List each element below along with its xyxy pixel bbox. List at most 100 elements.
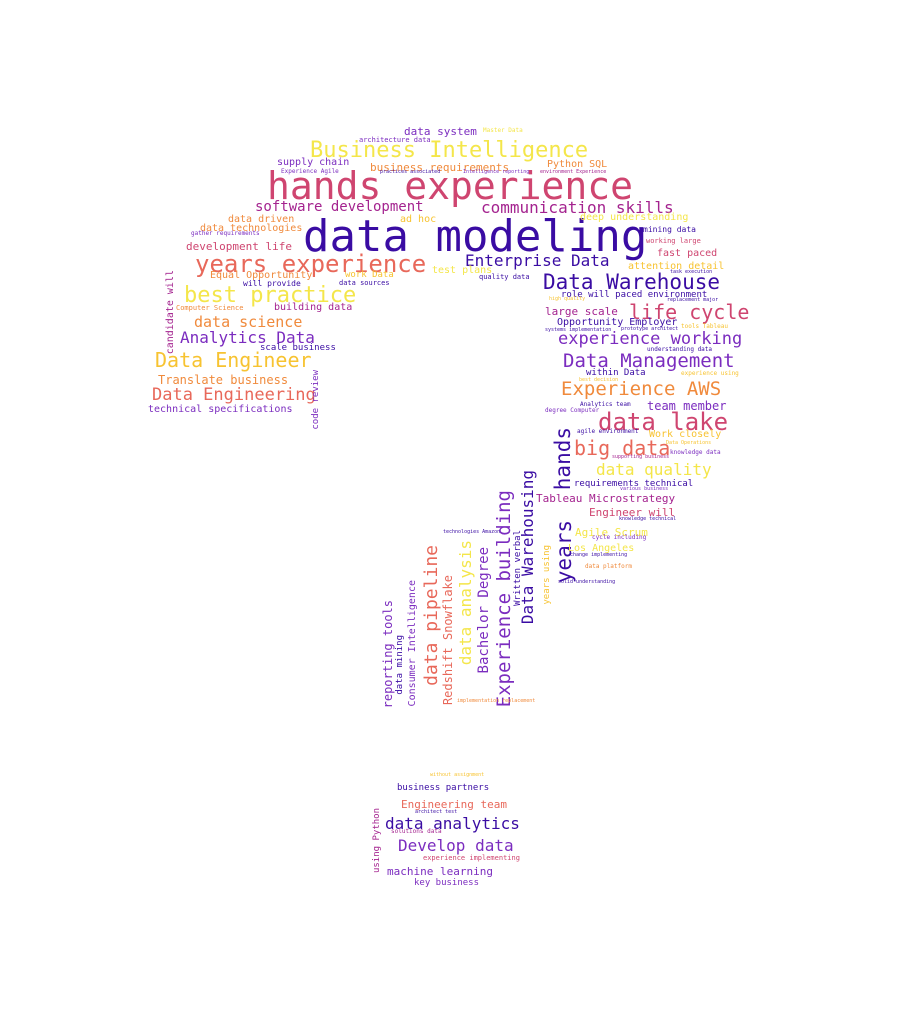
word-data-operations: Data Operations [666, 440, 712, 446]
word-hands: hands [551, 427, 575, 491]
word-data-mining: data mining [395, 635, 405, 695]
word-experience-using: experience using [681, 370, 739, 377]
word-solid-understanding: solid understanding [558, 579, 616, 585]
word-data-analysis: data analysis [456, 540, 475, 666]
word-code-review: code review [311, 370, 321, 430]
word-data-modeling: data modeling [303, 211, 648, 262]
word-team-member: team member [647, 399, 727, 413]
word-communication-skills: communication skills [481, 198, 674, 217]
word-data-analytics: data analytics [385, 814, 520, 833]
word-replacement-major: replacement major [667, 297, 719, 303]
word-key-business: key business [414, 878, 480, 888]
word-data-lake: data lake [598, 408, 729, 436]
word-implementation-replacement: implementation replacement [457, 698, 536, 704]
word-attention-detail: attention detail [628, 261, 725, 272]
word-tools-tableau: tools Tableau [681, 323, 728, 330]
word-knowledge-technical: knowledge technical [619, 516, 677, 522]
word-ad-hoc: ad hoc [400, 214, 437, 225]
word-machine-learning: machine learning [387, 865, 493, 878]
word-enterprise-data: Enterprise Data [465, 251, 610, 270]
word-data-sources: data sources [339, 279, 390, 287]
word-work-closely: Work closely [649, 429, 722, 440]
word-quality-data: quality data [479, 273, 530, 281]
word-scale-business: scale business [260, 343, 336, 353]
word-opportunity-employer: Opportunity Employer [557, 317, 678, 328]
word-without-assignment: without assignment [430, 772, 485, 778]
word-experience-agile: Experience Agile [281, 168, 339, 175]
word-development-life: development life [186, 240, 292, 253]
word-data-engineering: Data Engineering [152, 385, 316, 405]
word-reporting-tools: reporting tools [381, 600, 395, 709]
word-data-platform: data platform [585, 563, 632, 570]
word-best-practice: best practice [184, 283, 357, 308]
word-degree-computer: degree Computer [545, 407, 600, 414]
word-using-python: using Python [372, 808, 382, 874]
word-gather-requirements: gather requirements [191, 230, 260, 237]
word-role-will-paced-environment: role will paced environment [561, 290, 708, 300]
word-business-partners: business partners [397, 783, 490, 793]
word-data-technologies: data technologies [200, 223, 303, 234]
word-translate-business: Translate business [158, 373, 289, 387]
word-supply-chain: supply chain [277, 157, 350, 168]
word-experience-implementing: experience implementing [423, 854, 520, 862]
word-supporting-business: supporting business [612, 454, 670, 460]
word-develop-data: Develop data [398, 836, 514, 855]
word-equal-opportunity: Equal Opportunity [210, 270, 313, 281]
word-big-data: big data [574, 436, 671, 460]
word-years-using: years using [542, 545, 552, 605]
word-master-data: Master Data [483, 127, 523, 134]
word-systems-implementation: systems implementation [545, 327, 612, 333]
word-data-quality: data quality [596, 460, 712, 479]
word-test-plans: test plans [432, 265, 493, 276]
word-data-management: Data Management [563, 350, 735, 372]
word-python-sql: Python SQL [547, 159, 608, 170]
word-understanding-data: understanding data [647, 346, 713, 353]
word-environment-experience: environment Experience [540, 169, 607, 175]
word-engineering-team: Engineering team [401, 798, 507, 811]
word-experience-working: experience working [558, 329, 743, 349]
word-data-science: data science [194, 313, 303, 331]
word-solutions-data: solutions data [391, 828, 442, 835]
word-task-execution: task execution [670, 269, 713, 275]
word-practices-associated: practices associated [380, 169, 441, 175]
word-agile-environment: agile environment [577, 428, 639, 435]
word-will-provide: will provide [243, 279, 301, 288]
word-data-system: data system [404, 125, 477, 138]
word-tableau-microstrategy: Tableau Microstrategy [536, 492, 676, 505]
word-within-data: within Data [586, 368, 646, 378]
word-technical-specifications: technical specifications [148, 404, 293, 415]
word-hands-experience: hands experience [267, 164, 634, 208]
word-large-scale: large scale [545, 305, 618, 318]
word-deep-understanding: deep understanding [580, 212, 689, 223]
word-software-development: software development [255, 199, 424, 215]
word-agile-scrum: Agile Scrum [575, 526, 648, 539]
word-data-driven: data driven [228, 214, 295, 225]
word-various-business: various business [620, 486, 669, 492]
word-candidate-will: candidate will [165, 270, 176, 355]
word-mining-data: mining data [643, 225, 696, 234]
word-working-large: working large [646, 237, 701, 245]
word-experience-aws: Experience AWS [561, 378, 722, 400]
word-architecture-data: architecture data [359, 136, 431, 144]
word-prototype-architect: prototype architect [621, 326, 679, 332]
word-los-angeles: Los Angeles [568, 543, 635, 554]
word-knowledge-data: knowledge data [670, 449, 721, 456]
word-data-engineer: Data Engineer [155, 348, 312, 372]
word-analytics-team: Analytics team [580, 401, 631, 408]
word-cycle-including: cycle including [592, 534, 647, 541]
word-work-data: work Data [345, 270, 394, 280]
word-redshift-snowflake: Redshift Snowflake [441, 575, 455, 706]
word-experience-building: Experience building [493, 490, 515, 708]
word-fast-paced: fast paced [657, 248, 718, 259]
word-business-intelligence: Business Intelligence [310, 138, 589, 163]
word-consumer-intelligence: Consumer Intelligence [407, 580, 418, 707]
word-best-decision: best decision [579, 377, 619, 383]
word-technologies-amazon: technologies Amazon [443, 529, 501, 535]
word-life-cycle: life cycle [629, 300, 750, 324]
word-computer-science: Computer Science [176, 304, 244, 312]
word-building-data: building data [274, 302, 353, 313]
word-requirements-technical: requirements technical [574, 479, 694, 489]
word-high-quality: high quality [549, 296, 586, 302]
word-analytics-data: Analytics Data [180, 328, 315, 347]
